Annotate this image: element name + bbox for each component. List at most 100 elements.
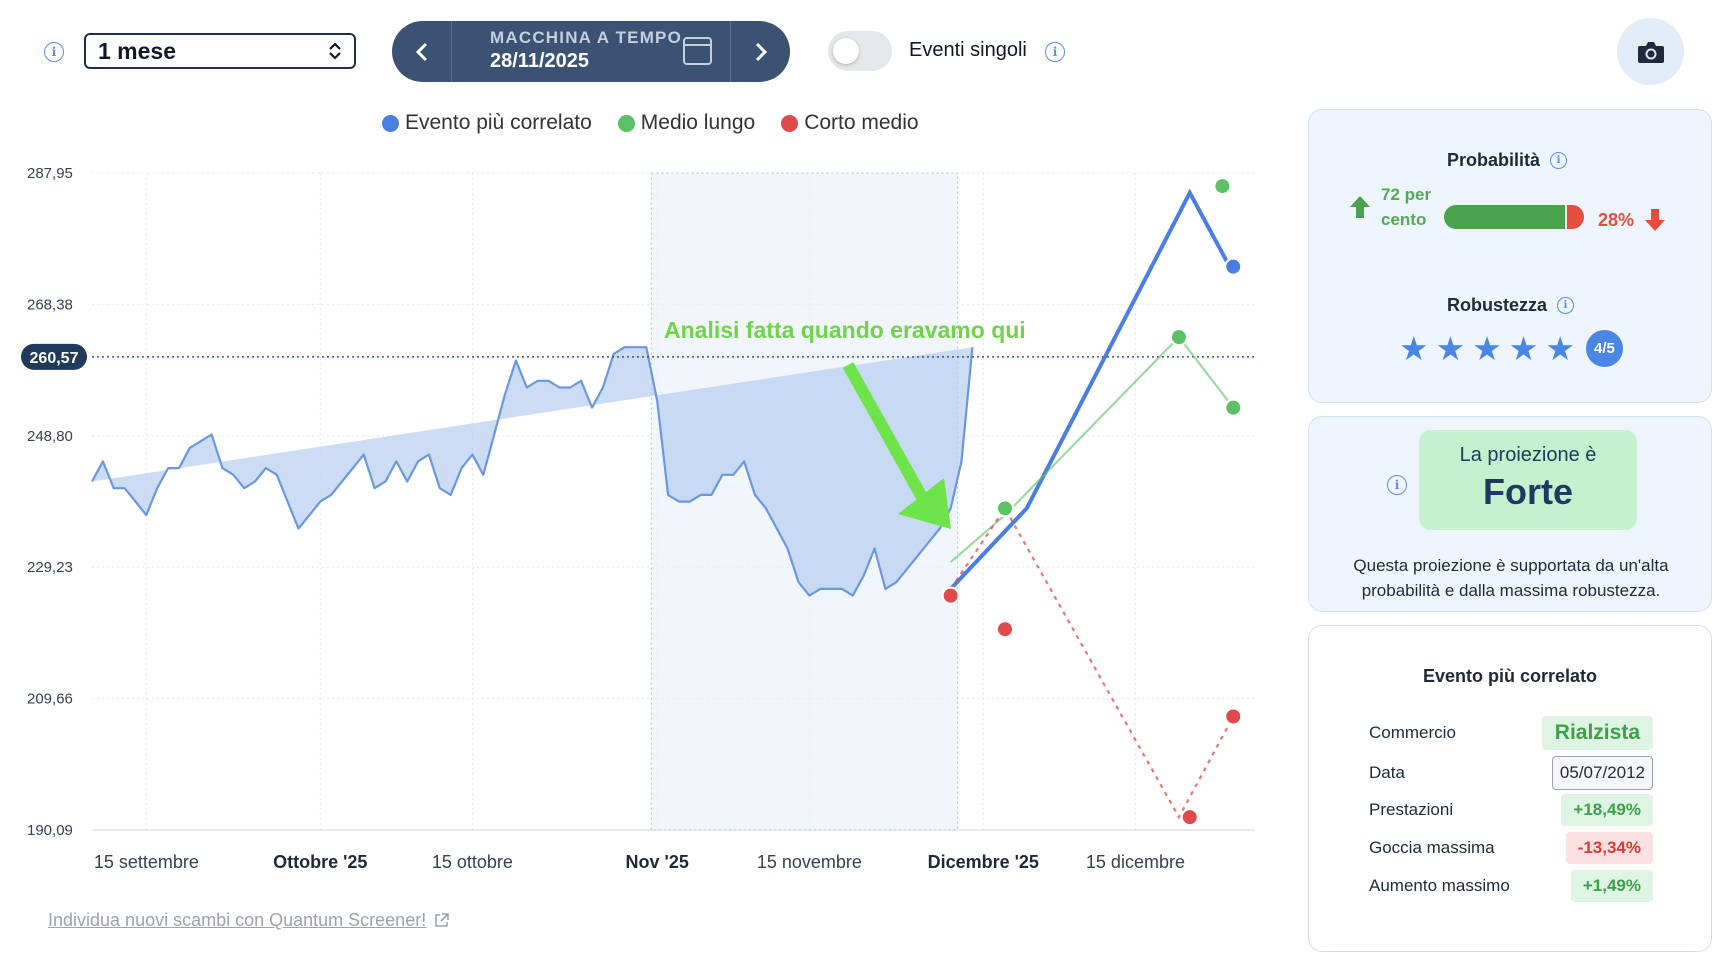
probability-down: 28%: [1598, 208, 1666, 232]
legend-dot: [781, 114, 799, 132]
chart-legend: Evento più correlato Medio lungo Corto m…: [382, 111, 919, 135]
event-row: Data 05/07/2012: [1369, 756, 1653, 790]
event-row: Commercio Rialzista: [1369, 716, 1653, 750]
data-point: [1180, 808, 1199, 827]
single-events-label: Eventi singoli: [909, 39, 1027, 61]
period-select[interactable]: 1 mese: [84, 33, 356, 69]
annotation-arrow-shaft: [842, 362, 938, 518]
time-machine-date-picker[interactable]: MACCHINA A TEMPO 28/11/2025: [452, 21, 730, 82]
info-icon[interactable]: i: [1550, 152, 1568, 169]
probability-up-text: 72 per cento: [1381, 185, 1432, 229]
event-row: Aumento massimo +1,49%: [1369, 870, 1653, 902]
info-icon[interactable]: i: [1045, 42, 1065, 62]
info-icon[interactable]: i: [1557, 297, 1575, 314]
event-panel: Evento più correlato Commercio Rialzista…: [1308, 625, 1712, 952]
projection-panel: i La proiezione è Forte Questa proiezion…: [1308, 416, 1712, 612]
screener-link[interactable]: Individua nuovi scambi con Quantum Scree…: [48, 910, 450, 931]
event-row-label: Goccia massima: [1369, 838, 1495, 857]
probability-up: 72 per cento: [1349, 182, 1435, 232]
camera-icon: [1637, 41, 1664, 63]
event-row: Prestazioni +18,49%: [1369, 794, 1653, 826]
probability-title: Probabilità: [1447, 150, 1541, 170]
current-price-badge: [21, 343, 87, 370]
robustness-badge: 4/5: [1585, 330, 1623, 367]
event-title: Evento più correlato: [1422, 666, 1598, 686]
price-chart[interactable]: 287,95 268,38 248,80 229,23 209,66 190,09 15 s…: [0, 140, 1290, 880]
series-line-1: [949, 188, 1236, 591]
x-tick-label: 15 dicembre: [1086, 852, 1185, 872]
info-icon[interactable]: i: [44, 42, 64, 62]
calendar-icon[interactable]: [683, 37, 712, 65]
x-tick-label: Dicembre '25: [928, 852, 1039, 872]
period-select-value: 1 mese: [98, 37, 177, 64]
projection-label: La proiezione è: [1459, 444, 1597, 466]
series-line-3: [949, 506, 1235, 820]
single-events-toggle[interactable]: [828, 31, 892, 71]
legend-dot: [617, 114, 635, 132]
legend-item[interactable]: Corto medio: [781, 111, 919, 135]
event-row-value: 05/07/2012: [1551, 756, 1653, 790]
arrow-up-icon: [1350, 196, 1370, 218]
star-icon: ★: [1472, 330, 1502, 367]
legend-label: Evento più correlato: [405, 111, 592, 134]
x-tick-label: 15 novembre: [757, 852, 862, 872]
data-point: [1224, 707, 1243, 726]
time-machine-date: 28/11/2025: [490, 50, 589, 72]
probability-heading: Probabilità i: [1447, 150, 1568, 171]
arrow-down-icon: [1645, 209, 1666, 231]
chart-annotation: Analisi fatta quando eravamo qui: [664, 317, 1026, 343]
data-point: [1213, 177, 1232, 196]
event-row-label: Commercio: [1369, 723, 1456, 742]
chevron-updown-icon: [328, 41, 342, 61]
star-icon: ★: [1435, 330, 1466, 367]
series-line-2: [949, 335, 1235, 563]
star-icon: ★: [1399, 330, 1429, 367]
chevron-left-icon: [415, 42, 427, 61]
history-area: [92, 347, 973, 596]
x-tick-label: 15 settembre: [94, 852, 199, 872]
robustness-stars: ★ ★ ★ ★ ★ 4/5: [1399, 330, 1623, 367]
time-machine-prev-button[interactable]: [392, 21, 452, 82]
current-price-label: 260,57: [30, 350, 79, 367]
time-machine-title: MACCHINA A TEMPO: [490, 28, 683, 47]
time-machine-next-button[interactable]: [730, 21, 790, 82]
screenshot-button[interactable]: [1617, 18, 1684, 85]
y-tick-label: 229,23: [27, 559, 73, 576]
event-row-label: Data: [1369, 763, 1405, 782]
y-tick-label: 248,80: [27, 428, 73, 445]
event-row-value: +1,49%: [1570, 870, 1653, 902]
event-row-value: Rialzista: [1541, 716, 1653, 750]
x-tick-label: 15 ottobre: [432, 852, 513, 872]
toggle-knob: [833, 38, 859, 64]
star-icon: ★: [1545, 330, 1575, 367]
x-tick-label: Nov '25: [626, 852, 689, 872]
y-tick-label: 268,38: [27, 296, 73, 313]
event-row: Goccia massima -13,34%: [1369, 832, 1653, 864]
legend-item[interactable]: Medio lungo: [617, 111, 756, 135]
chevron-right-icon: [755, 42, 767, 61]
annotation-arrow-head: [898, 478, 951, 529]
y-tick-label: 209,66: [27, 691, 73, 708]
legend-dot: [382, 114, 399, 132]
x-tick-label: Ottobre '25: [273, 852, 367, 872]
data-point: [1169, 328, 1188, 347]
projection-description: Questa proiezione è supportata da un'alt…: [1353, 556, 1669, 600]
star-icon: ★: [1508, 330, 1539, 367]
history-line: [91, 346, 974, 597]
info-icon[interactable]: i: [1387, 475, 1407, 495]
projection-value: Forte: [1483, 471, 1573, 512]
y-tick-label: 287,95: [27, 165, 73, 182]
data-point: [1224, 398, 1243, 417]
event-row-value: +18,49%: [1561, 794, 1653, 826]
legend-label: Medio lungo: [640, 111, 756, 134]
probability-bar-up: [1444, 205, 1565, 229]
data-point: [996, 620, 1015, 639]
projection-box: La proiezione è Forte: [1419, 430, 1637, 530]
event-row-label: Aumento massimo: [1369, 876, 1510, 895]
event-row-label: Prestazioni: [1369, 800, 1454, 819]
legend-item[interactable]: Evento più correlato: [382, 111, 592, 135]
external-link-icon: [435, 913, 450, 927]
y-tick-label: 190,09: [27, 822, 73, 839]
robustness-title: Robustezza: [1447, 295, 1548, 315]
robustness-heading: Robustezza i: [1447, 295, 1575, 316]
